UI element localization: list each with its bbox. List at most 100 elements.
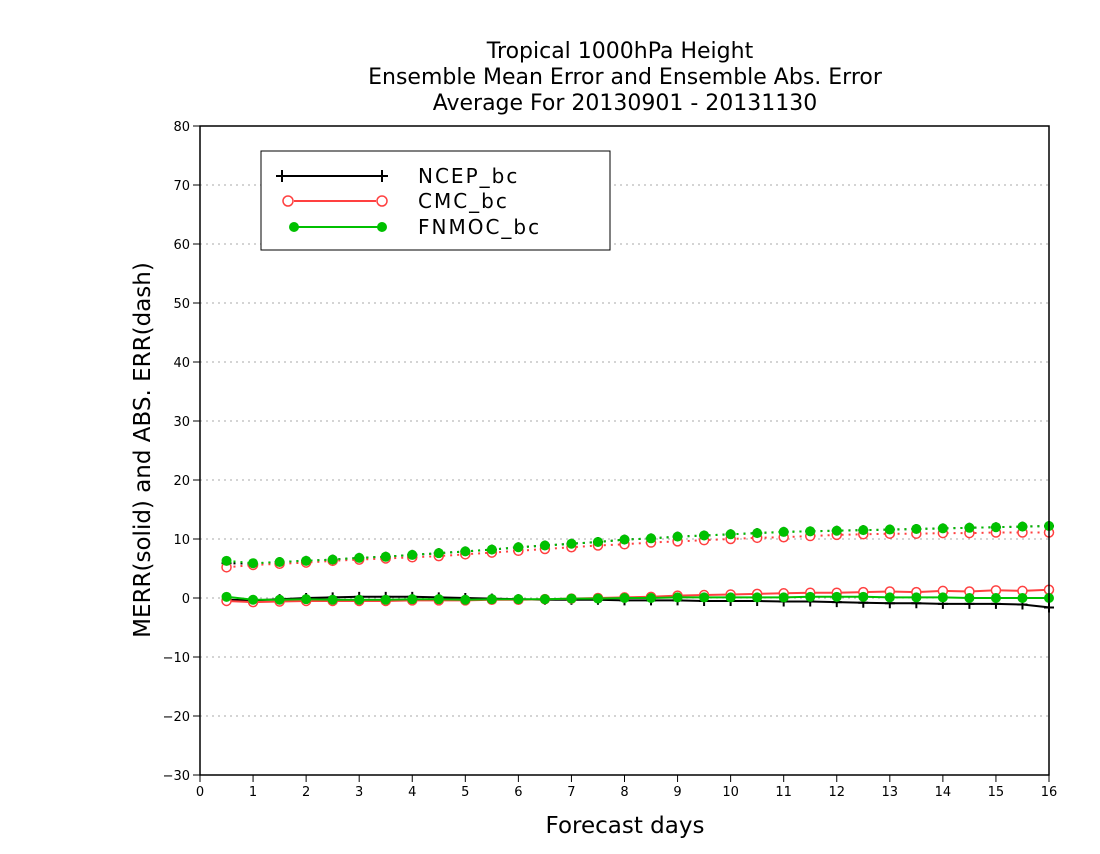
fnmoc-bc-abs-err-point bbox=[407, 549, 418, 560]
y-tick-label: 70 bbox=[173, 179, 190, 194]
x-tick-label: 16 bbox=[1041, 785, 1058, 800]
x-tick-label: 6 bbox=[514, 785, 522, 800]
chart-title-line-2: Ensemble Mean Error and Ensemble Abs. Er… bbox=[368, 65, 883, 90]
y-tick-label: 40 bbox=[173, 356, 190, 371]
fnmoc-bc-abs-err-point bbox=[380, 551, 391, 562]
y-tick-label: −10 bbox=[163, 651, 190, 666]
fnmoc-bc-merr-point bbox=[831, 591, 842, 602]
fnmoc-bc-merr-point bbox=[672, 592, 683, 603]
fnmoc-bc-abs-err-point bbox=[964, 522, 975, 533]
fnmoc-bc-merr-point bbox=[407, 594, 418, 605]
x-tick-label: 13 bbox=[882, 785, 899, 800]
x-tick-label: 0 bbox=[196, 785, 204, 800]
legend-label-fnmoc: FNMOC_bc bbox=[418, 215, 541, 239]
fnmoc-bc-abs-err-point bbox=[805, 526, 816, 537]
x-tick-label: 9 bbox=[673, 785, 681, 800]
fnmoc-bc-merr-point bbox=[248, 594, 259, 605]
fnmoc-bc-merr-point bbox=[805, 591, 816, 602]
fnmoc-bc-abs-err-point bbox=[831, 525, 842, 536]
fnmoc-bc-abs-err-point bbox=[566, 538, 577, 549]
x-tick-label: 2 bbox=[302, 785, 310, 800]
x-tick-label: 8 bbox=[620, 785, 628, 800]
fnmoc-bc-abs-err-point bbox=[539, 540, 550, 551]
x-tick-label: 5 bbox=[461, 785, 469, 800]
fnmoc-bc-abs-err-point bbox=[672, 531, 683, 542]
legend-entry-ncep: NCEP_bc bbox=[276, 164, 519, 188]
legend-fnmoc-marker-left bbox=[289, 222, 299, 232]
fnmoc-bc-merr-point bbox=[221, 591, 232, 602]
legend-ncep-marker-right bbox=[376, 170, 388, 182]
fnmoc-bc-abs-err-point bbox=[858, 525, 869, 536]
grid-layer bbox=[200, 184, 1049, 717]
fnmoc-bc-abs-err-point bbox=[884, 524, 895, 535]
fnmoc-bc-abs-err-point bbox=[1017, 521, 1028, 532]
fnmoc-bc-abs-err-point bbox=[646, 533, 657, 544]
fnmoc-bc-abs-err-point bbox=[248, 558, 259, 569]
fnmoc-bc-merr-point bbox=[752, 592, 763, 603]
ncep-bc-abs-err-line bbox=[226, 525, 1050, 565]
fnmoc-bc-merr-point bbox=[433, 594, 444, 605]
fnmoc-bc-merr-point bbox=[725, 592, 736, 603]
x-tick-label: 11 bbox=[775, 785, 792, 800]
fnmoc-bc-merr-point bbox=[778, 592, 789, 603]
y-tick-label: −30 bbox=[163, 769, 190, 784]
fnmoc-bc-abs-err-point bbox=[619, 534, 630, 545]
fnmoc-bc-abs-err-point bbox=[725, 529, 736, 540]
legend-cmc-marker-right bbox=[376, 195, 388, 207]
legend-entry-fnmoc: FNMOC_bc bbox=[289, 215, 541, 239]
fnmoc-bc-abs-err-point bbox=[937, 523, 948, 534]
fnmoc-bc-merr-point bbox=[592, 593, 603, 604]
legend-cmc-marker-left bbox=[282, 195, 294, 207]
x-tick-label: 12 bbox=[828, 785, 845, 800]
fnmoc-bc-merr-point bbox=[1017, 593, 1028, 603]
fnmoc-bc-abs-err-point bbox=[433, 548, 444, 559]
fnmoc-bc-merr-point bbox=[858, 591, 869, 602]
plot-frame bbox=[199, 125, 1050, 776]
fnmoc-bc-merr-point bbox=[380, 594, 391, 605]
y-tick-label: 20 bbox=[173, 474, 190, 489]
cmc-bc-abs-err-line bbox=[226, 531, 1049, 569]
chart-title-line-3: Average For 20130901 - 20131130 bbox=[433, 91, 818, 116]
y-tick-label: 30 bbox=[173, 415, 190, 430]
legend: NCEP_bc CMC_bc FNMOC_bc bbox=[260, 150, 611, 251]
y-tick-label: 50 bbox=[173, 297, 190, 312]
fnmoc-bc-abs-err-point bbox=[911, 523, 922, 534]
y-tick-label: 80 bbox=[173, 120, 190, 135]
fnmoc-bc-merr-point bbox=[539, 594, 550, 605]
y-axis-ticks: 80 70 60 50 40 30 20 10 0 −10 −20 −30 bbox=[163, 120, 200, 784]
fnmoc-bc-abs-err-point bbox=[354, 552, 365, 563]
fnmoc-bc-merr-point bbox=[964, 593, 975, 603]
x-axis-ticks: 0 1 2 3 4 5 6 7 8 9 10 11 12 13 14 15 16 bbox=[196, 775, 1057, 800]
fnmoc-bc-merr-point bbox=[486, 594, 497, 605]
fnmoc-bc-merr-point bbox=[699, 592, 710, 603]
fnmoc-bc-merr-point bbox=[937, 592, 948, 603]
fnmoc-bc-merr-point bbox=[327, 594, 338, 605]
fnmoc-bc-merr-point bbox=[354, 594, 365, 605]
series-layer bbox=[221, 521, 1055, 613]
fnmoc-bc-abs-err-point bbox=[274, 557, 285, 568]
fnmoc-bc-abs-err-point bbox=[752, 528, 763, 539]
fnmoc-bc-merr-point bbox=[884, 592, 895, 603]
fnmoc-bc-abs-err-point bbox=[699, 530, 710, 541]
fnmoc-bc-abs-err-point bbox=[301, 555, 312, 566]
fnmoc-bc-merr-point bbox=[301, 594, 312, 605]
y-axis-title: MERR(solid) and ABS. ERR(dash) bbox=[130, 262, 156, 638]
fnmoc-bc-abs-err-point bbox=[486, 544, 497, 555]
fnmoc-bc-abs-err-point bbox=[327, 554, 338, 565]
y-tick-label: 60 bbox=[173, 238, 190, 253]
x-tick-label: 1 bbox=[249, 785, 257, 800]
chart-title-line-1: Tropical 1000hPa Height bbox=[486, 39, 754, 64]
fnmoc-bc-merr-point bbox=[990, 593, 1001, 603]
x-tick-label: 7 bbox=[567, 785, 575, 800]
fnmoc-bc-merr-point bbox=[274, 594, 285, 605]
legend-label-ncep: NCEP_bc bbox=[418, 164, 519, 188]
fnmoc-bc-merr-point bbox=[566, 593, 577, 604]
x-axis-title: Forecast days bbox=[546, 813, 705, 839]
x-tick-label: 3 bbox=[355, 785, 363, 800]
fnmoc-bc-merr-point bbox=[911, 592, 922, 603]
fnmoc-bc-abs-err-point bbox=[460, 546, 471, 557]
legend-label-cmc: CMC_bc bbox=[418, 189, 509, 213]
y-tick-label: −20 bbox=[163, 710, 190, 725]
